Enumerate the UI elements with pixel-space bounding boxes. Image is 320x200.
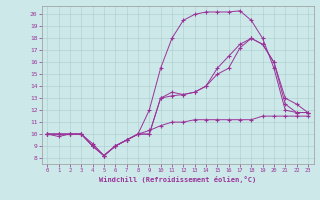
X-axis label: Windchill (Refroidissement éolien,°C): Windchill (Refroidissement éolien,°C) — [99, 176, 256, 183]
